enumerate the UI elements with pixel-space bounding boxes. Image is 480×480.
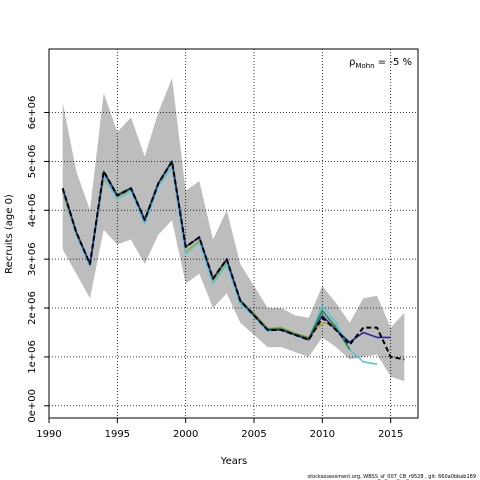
y-tick-label-3: 3e+06 [27,242,38,276]
x-tick-label-5: 2015 [378,429,403,440]
x-tick-label-4: 2010 [310,429,335,440]
x-axis: 1990 1995 2000 2005 2010 2015 [36,418,403,440]
series-line-3 [61,165,378,365]
y-tick-label-0: 0e+00 [27,389,38,423]
mohn-rho-annotation: ρMohn = -5 % [349,57,412,70]
x-tick-label-0: 1990 [36,429,61,440]
plot-frame [48,48,419,419]
confidence-band-layer [62,78,405,382]
x-tick-label-3: 2005 [241,429,266,440]
y-axis: 0e+00 1e+06 2e+06 3e+06 4e+06 5e+06 6e+06 [27,96,49,423]
mohn-rho-symbol: ρ [349,57,355,68]
y-tick-label-4: 4e+06 [27,193,38,227]
x-tick-label-1: 1995 [105,429,130,440]
confidence-band [62,78,405,382]
y-tick-label-1: 1e+06 [27,340,38,374]
y-tick-label-5: 5e+06 [27,145,38,179]
series-layer [61,160,405,365]
mohn-rho-value: = -5 % [375,57,412,68]
mohn-rho-subscript: Mohn [355,62,374,70]
x-tick-label-2: 2000 [173,429,198,440]
footer-source: stockassessment.org, WBSS_sf_007_CB_r952… [307,474,476,480]
x-axis-title: Years [220,456,247,467]
y-tick-label-2: 2e+06 [27,291,38,325]
series-line-0 [61,160,405,361]
y-axis-title: Recruits (age 0) [4,194,15,274]
y-tick-label-6: 6e+06 [27,96,38,130]
